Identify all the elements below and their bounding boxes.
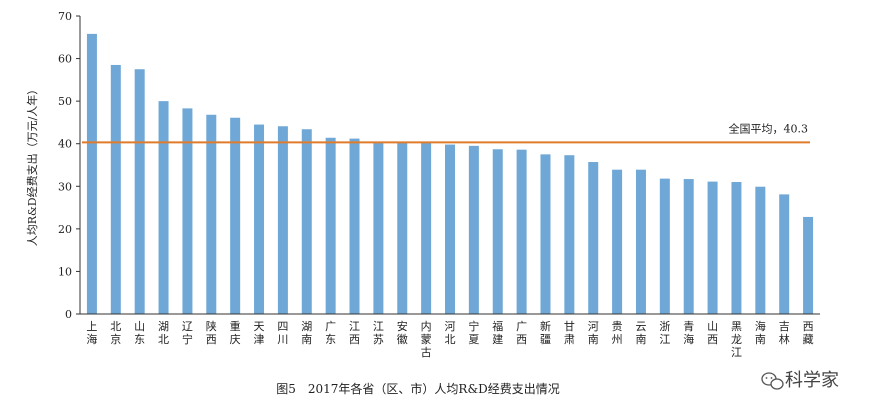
bar <box>468 145 479 314</box>
y-tick-label: 70 <box>58 10 72 23</box>
watermark: 科学家 <box>761 370 839 391</box>
y-axis-label: 人均R&D经费支出（万元/人年） <box>25 84 39 247</box>
x-tick-label: 河北 <box>445 320 456 346</box>
bars <box>86 33 814 315</box>
x-tick-label: 陕西 <box>206 319 217 346</box>
x-tick-label: 西藏 <box>803 320 814 346</box>
x-tick-label: 重庆 <box>230 319 241 346</box>
bar <box>707 181 718 314</box>
bar <box>612 169 623 314</box>
bar <box>803 216 814 314</box>
bar <box>254 124 265 314</box>
x-tick-label: 湖北 <box>158 320 169 346</box>
y-tick-label: 30 <box>58 180 72 193</box>
watermark-text: 科学家 <box>785 370 839 391</box>
bar <box>230 117 241 314</box>
x-tick-label: 四川 <box>277 320 288 346</box>
bar <box>301 129 312 314</box>
x-tick-label: 福建 <box>492 319 503 346</box>
x-tick-label: 云南 <box>635 320 646 346</box>
x-tick-label: 宁夏 <box>468 319 479 346</box>
bar <box>349 138 360 314</box>
x-tick-label: 内蒙古 <box>421 319 432 359</box>
y-axis-ticks: 0 10 20 30 40 50 60 70 <box>58 10 80 321</box>
y-tick-label: 20 <box>58 223 72 236</box>
x-tick-label: 北京 <box>110 320 121 346</box>
x-tick-label: 辽宁 <box>182 320 193 346</box>
x-tick-label: 广西 <box>516 320 527 346</box>
x-tick-label: 广东 <box>325 320 336 346</box>
x-tick-label: 青海 <box>683 320 694 346</box>
bar <box>635 169 646 314</box>
x-tick-label: 河南 <box>588 320 599 346</box>
x-tick-label: 山西 <box>707 320 718 346</box>
bar <box>373 142 384 314</box>
y-tick-label: 60 <box>58 53 72 66</box>
x-tick-label: 江西 <box>349 320 360 346</box>
chart-title: 图5 2017年各省（区、市）人均R&D经费支出情况 <box>276 381 560 396</box>
bar <box>182 108 193 314</box>
bar <box>158 101 169 315</box>
x-tick-label: 甘肃 <box>564 320 575 346</box>
x-tick-label: 上海 <box>86 320 97 346</box>
bar <box>325 137 336 314</box>
bar <box>277 126 288 314</box>
bar <box>110 64 121 314</box>
bar <box>445 144 455 314</box>
bar <box>421 142 432 314</box>
x-tick-label: 浙江 <box>659 320 670 346</box>
bar <box>206 114 217 314</box>
bar <box>779 194 790 314</box>
x-tick-label: 湖南 <box>301 320 312 346</box>
bar <box>659 178 670 314</box>
y-tick-label: 10 <box>58 265 72 278</box>
wechat-icon <box>761 372 784 390</box>
x-tick-label: 黑龙江 <box>731 320 742 359</box>
average-line-label: 全国平均，40.3 <box>729 121 809 135</box>
x-tick-label: 江苏 <box>373 320 384 346</box>
bar <box>397 142 408 314</box>
y-tick-label: 50 <box>58 95 72 108</box>
x-tick-label: 山东 <box>134 320 145 346</box>
x-tick-label: 海南 <box>755 319 766 346</box>
bar <box>731 182 742 314</box>
bar <box>492 149 503 314</box>
plot-area: 0 10 20 30 40 50 60 70 上海北京山东湖北辽宁陕西重庆天津四川湖南广东江西… <box>58 10 820 359</box>
bar <box>564 155 575 314</box>
bar <box>755 186 766 314</box>
bar <box>86 33 97 314</box>
x-tick-label: 天津 <box>254 320 265 346</box>
bar <box>516 149 527 314</box>
bar <box>588 162 599 314</box>
y-tick-label: 40 <box>58 138 72 151</box>
x-tick-label: 安徽 <box>397 319 408 346</box>
bar <box>683 179 694 314</box>
bar <box>134 69 145 314</box>
y-tick-label: 0 <box>65 308 72 321</box>
x-tick-label: 贵州 <box>612 320 623 346</box>
x-tick-label: 新疆 <box>540 319 551 346</box>
x-tick-label: 吉林 <box>779 320 790 346</box>
bar <box>540 154 551 314</box>
